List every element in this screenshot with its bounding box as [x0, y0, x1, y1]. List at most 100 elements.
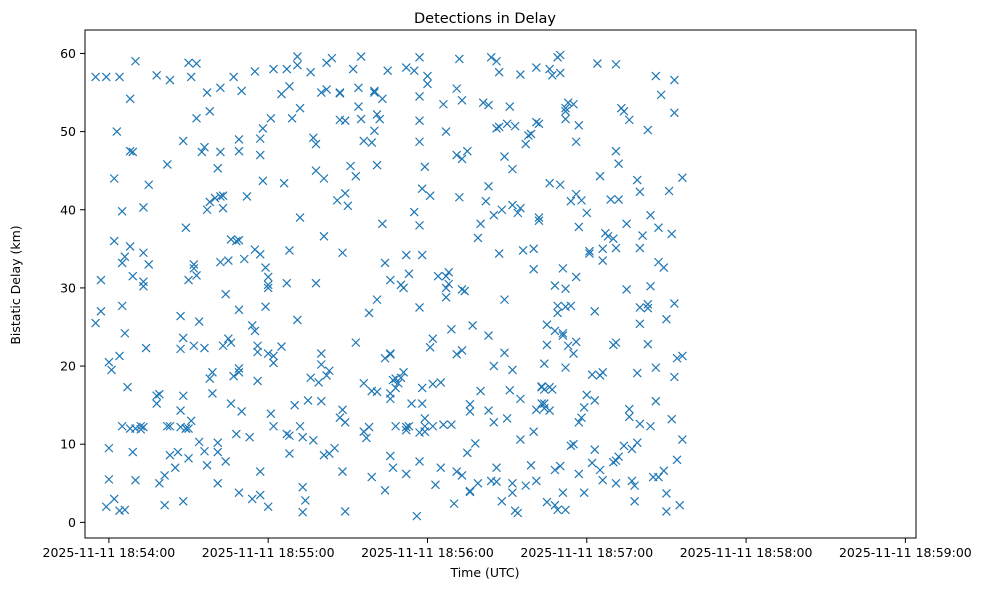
data-point: [659, 263, 669, 273]
data-point: [624, 404, 634, 414]
data-point: [229, 72, 239, 82]
data-point: [96, 275, 106, 285]
data-point: [521, 481, 531, 491]
data-point: [489, 210, 499, 220]
data-point: [377, 219, 387, 229]
data-point: [229, 371, 239, 381]
data-point: [213, 478, 223, 488]
data-point: [279, 178, 289, 188]
data-point: [399, 283, 409, 293]
data-point: [542, 497, 552, 507]
x-tick-label: 2025-11-11 18:59:00: [839, 545, 972, 560]
data-point: [184, 424, 193, 434]
data-point: [643, 125, 653, 135]
data-point: [555, 68, 565, 78]
data-point: [523, 131, 533, 140]
data-point: [332, 195, 342, 205]
data-point: [401, 422, 411, 432]
data-point: [484, 406, 493, 416]
data-point: [128, 447, 138, 457]
data-point: [109, 494, 119, 504]
data-point: [322, 84, 332, 94]
data-point: [285, 449, 294, 459]
data-point: [202, 460, 212, 470]
data-point: [412, 511, 422, 521]
data-point: [404, 421, 414, 431]
data-point: [181, 223, 191, 233]
data-point: [340, 116, 350, 126]
data-point: [555, 50, 565, 60]
data-point: [152, 70, 162, 80]
data-point: [558, 263, 568, 273]
data-point: [635, 187, 645, 197]
data-point: [115, 72, 124, 82]
data-point: [131, 475, 140, 485]
data-point: [662, 489, 671, 498]
data-point: [189, 341, 199, 351]
data-point: [526, 129, 536, 139]
data-point: [213, 163, 223, 173]
y-tick-label: 0: [68, 515, 76, 530]
data-point: [120, 505, 130, 515]
data-point: [515, 394, 525, 404]
data-point: [223, 334, 233, 344]
data-point: [221, 289, 231, 299]
data-point: [417, 399, 427, 408]
data-point: [194, 317, 204, 326]
data-point: [322, 371, 332, 380]
data-point: [595, 465, 605, 475]
data-point: [234, 488, 244, 498]
data-point: [165, 75, 175, 85]
data-point: [545, 64, 555, 74]
data-point: [662, 314, 671, 324]
data-point: [561, 363, 570, 373]
data-point: [385, 451, 395, 461]
data-point: [120, 328, 130, 338]
data-point: [213, 447, 223, 457]
data-point: [295, 213, 305, 222]
data-point: [555, 461, 565, 471]
data-point: [654, 472, 663, 482]
data-point: [561, 103, 570, 113]
data-point: [423, 71, 432, 81]
data-point: [263, 283, 273, 293]
data-point: [112, 127, 122, 137]
data-point: [632, 368, 642, 378]
data-point: [534, 119, 544, 129]
data-point: [632, 175, 642, 185]
data-point: [659, 466, 669, 476]
data-point: [261, 263, 270, 273]
data-point: [470, 439, 480, 448]
data-point: [391, 383, 401, 393]
data-point: [306, 373, 316, 383]
data-point: [343, 201, 353, 211]
data-point: [425, 191, 435, 201]
data-point: [436, 378, 446, 387]
data-point: [478, 98, 488, 108]
data-point: [184, 275, 193, 285]
data-point: [165, 421, 175, 431]
data-point: [614, 195, 624, 205]
data-point: [154, 389, 164, 399]
data-point: [465, 399, 475, 409]
data-point: [473, 478, 483, 488]
data-point: [635, 319, 645, 329]
data-point: [184, 453, 193, 463]
data-point: [622, 219, 632, 229]
data-point: [205, 106, 215, 116]
axes-frame: [84, 29, 917, 539]
data-point: [101, 502, 111, 512]
data-point: [553, 505, 563, 515]
data-point: [385, 275, 395, 285]
data-point: [178, 496, 188, 506]
data-point: [117, 258, 127, 268]
data-point: [558, 331, 568, 341]
data-point: [245, 432, 255, 442]
data-point: [407, 399, 416, 408]
data-point: [574, 222, 584, 232]
data-point: [492, 56, 501, 66]
data-point: [210, 193, 220, 203]
data-point: [388, 375, 398, 385]
data-point: [391, 421, 401, 431]
data-point: [385, 394, 395, 404]
